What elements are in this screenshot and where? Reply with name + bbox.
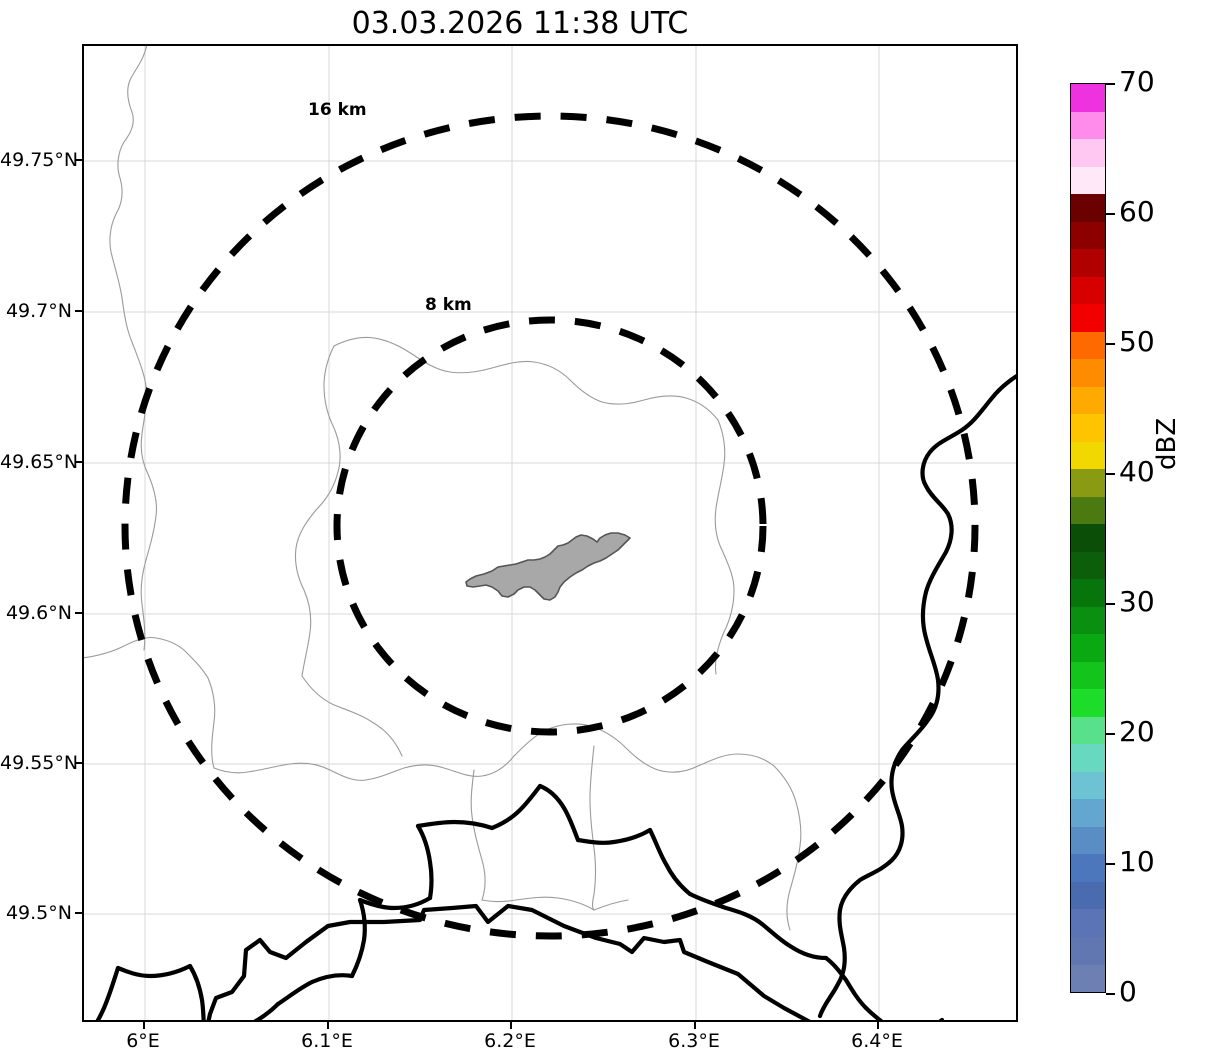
y-tick-label-495: 49.5°N (5, 902, 72, 924)
range-ring-label-8km: 8 km (425, 295, 472, 315)
x-tick-label-62: 6.2°E (484, 1030, 536, 1052)
x-tick-mark (877, 1022, 879, 1029)
x-tick-label-60: 6°E (126, 1030, 160, 1052)
colorbar-band (1071, 166, 1105, 195)
y-tick-mark (75, 762, 82, 764)
x-tick-label-63: 6.3°E (668, 1030, 720, 1052)
colorbar-band (1071, 551, 1105, 580)
colorbar-tick (1106, 473, 1115, 475)
y-tick-label-4975: 49.75°N (0, 149, 79, 171)
colorbar-band (1071, 771, 1105, 800)
colorbar-band (1071, 276, 1105, 305)
colorbar-tick (1106, 993, 1115, 995)
colorbar-band (1071, 386, 1105, 415)
colorbar-tick-label-30: 30 (1119, 585, 1155, 618)
colorbar-band (1071, 799, 1105, 827)
colorbar-band (1071, 936, 1105, 965)
colorbar-tick-label-10: 10 (1119, 845, 1155, 878)
colorbar[interactable] (1070, 83, 1106, 993)
y-tick-label-4955: 49.55°N (0, 752, 79, 774)
y-tick-label-496: 49.6°N (5, 602, 72, 624)
y-tick-mark (75, 461, 82, 463)
x-tick-mark (694, 1022, 696, 1029)
colorbar-band (1071, 826, 1105, 855)
colorbar-tick (1106, 603, 1115, 605)
colorbar-band (1071, 414, 1105, 442)
national-borders (95, 374, 1016, 1020)
colorbar-band (1071, 909, 1105, 937)
colorbar-band (1071, 964, 1105, 992)
range-ring-16km (121, 112, 979, 940)
x-tick-label-64: 6.4°E (851, 1030, 903, 1052)
colorbar-band (1071, 249, 1105, 277)
colorbar-band (1071, 716, 1105, 745)
colorbar-tick-label-60: 60 (1119, 195, 1155, 228)
colorbar-band (1071, 331, 1105, 360)
map-plot-area[interactable]: 16 km 8 km (82, 44, 1018, 1022)
y-tick-label-497: 49.7°N (5, 300, 72, 322)
colorbar-band (1071, 606, 1105, 635)
colorbar-band (1071, 84, 1105, 112)
colorbar-tick-label-20: 20 (1119, 715, 1155, 748)
colorbar-tick (1106, 213, 1115, 215)
colorbar-band (1071, 111, 1105, 140)
range-ring-8km (333, 316, 767, 736)
range-rings (121, 112, 979, 940)
page-title: 03.03.2026 11:38 UTC (351, 6, 689, 41)
colorbar-band (1071, 744, 1105, 772)
colorbar-band (1071, 194, 1105, 222)
y-tick-mark (75, 912, 82, 914)
colorbar-band (1071, 441, 1105, 470)
colorbar-tick-label-40: 40 (1119, 455, 1155, 488)
colorbar-band (1071, 524, 1105, 552)
colorbar-band (1071, 689, 1105, 717)
range-ring-label-16km: 16 km (308, 100, 367, 120)
colorbar-band (1071, 854, 1105, 882)
colorbar-band (1071, 881, 1105, 910)
x-tick-label-61: 6.1°E (301, 1030, 353, 1052)
colorbar-tick-label-70: 70 (1119, 65, 1155, 98)
colorbar-band (1071, 661, 1105, 690)
x-tick-mark (510, 1022, 512, 1029)
colorbar-axis-label: dBZ (1152, 417, 1182, 470)
colorbar-tick (1106, 863, 1115, 865)
y-tick-mark (75, 612, 82, 614)
gridlines (84, 46, 1016, 1020)
y-tick-mark (75, 159, 82, 161)
map-canvas (84, 46, 1016, 1020)
colorbar-band (1071, 304, 1105, 332)
y-tick-label-4965: 49.65°N (0, 451, 79, 473)
internal-admin-boundaries (84, 46, 802, 931)
colorbar-band (1071, 634, 1105, 662)
x-tick-mark (327, 1022, 329, 1029)
highlighted-area-polygon (465, 532, 631, 601)
colorbar-band (1071, 469, 1105, 497)
colorbar-tick-label-50: 50 (1119, 325, 1155, 358)
colorbar-band (1071, 359, 1105, 387)
colorbar-tick (1106, 83, 1115, 85)
colorbar-band (1071, 139, 1105, 167)
colorbar-tick (1106, 733, 1115, 735)
colorbar-tick (1106, 343, 1115, 345)
colorbar-tick-label-0: 0 (1119, 975, 1137, 1008)
x-tick-mark (143, 1022, 145, 1029)
colorbar-band (1071, 579, 1105, 607)
colorbar-band (1071, 221, 1105, 250)
y-tick-mark (75, 310, 82, 312)
colorbar-band (1071, 496, 1105, 525)
